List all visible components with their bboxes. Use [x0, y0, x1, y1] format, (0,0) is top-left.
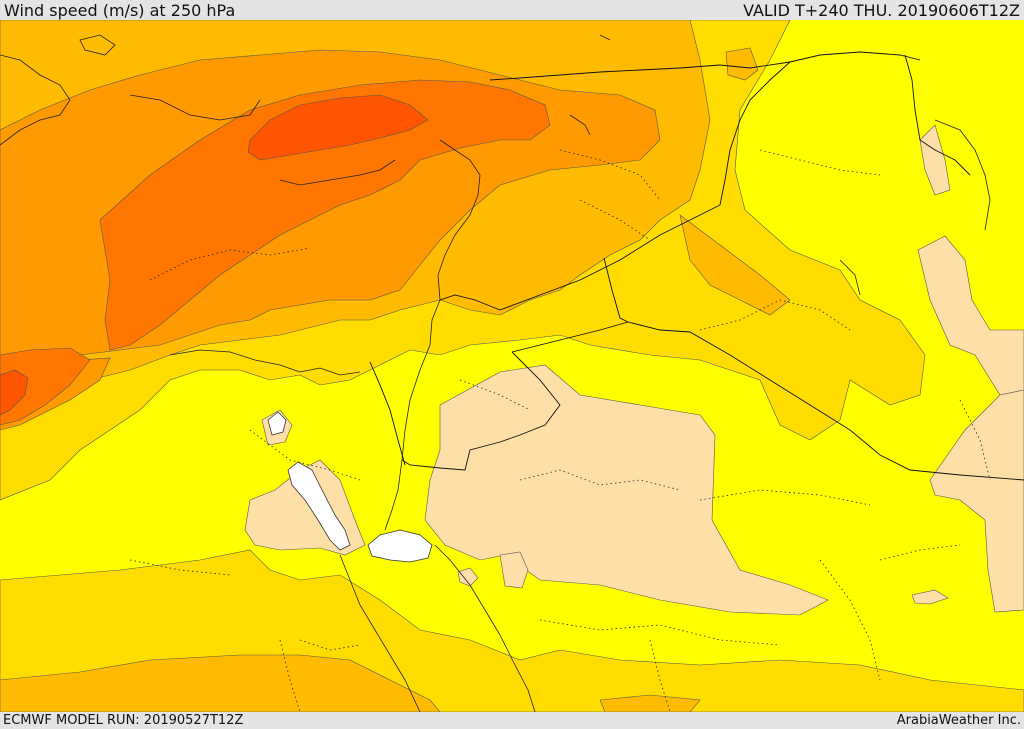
aqaba-water — [367, 529, 433, 563]
header-bar: Wind speed (m/s) at 250 hPa VALID T+240 … — [0, 0, 1024, 20]
band-peach-small-3 — [499, 551, 529, 589]
map-title: Wind speed (m/s) at 250 hPa — [4, 1, 236, 20]
wind-speed-map[interactable] — [0, 20, 1024, 712]
band-deep-orange — [99, 79, 551, 351]
band-darkest-orange-west — [0, 369, 29, 416]
band-peach-desert — [424, 364, 829, 616]
band-peach-small — [911, 589, 949, 605]
band-darkest-orange — [247, 94, 429, 161]
band-orange-gold-south — [0, 654, 441, 712]
model-run: ECMWF MODEL RUN: 20190527T12Z — [3, 713, 244, 728]
band-deep-orange-west — [0, 347, 91, 426]
political-borders — [369, 51, 1024, 481]
band-peach-small-2 — [457, 567, 479, 587]
band-orange-gold-lobe — [679, 214, 791, 316]
band-peach-east — [917, 235, 1024, 396]
map-canvas — [0, 20, 1024, 712]
band-peach-northeast — [919, 124, 951, 196]
admin-boundaries — [129, 149, 991, 712]
small-lake — [267, 411, 287, 436]
footer-bar: ECMWF MODEL RUN: 20190527T12Z ArabiaWeat… — [0, 712, 1024, 729]
band-orange-gold-small — [725, 47, 759, 81]
band-peach-southeast — [929, 389, 1024, 613]
band-orange-gold-se — [599, 694, 701, 712]
valid-time: VALID T+240 THU. 20190606T12Z — [743, 1, 1020, 20]
credit: ArabiaWeather Inc. — [896, 713, 1021, 728]
red-sea-gulf-water — [287, 461, 351, 551]
